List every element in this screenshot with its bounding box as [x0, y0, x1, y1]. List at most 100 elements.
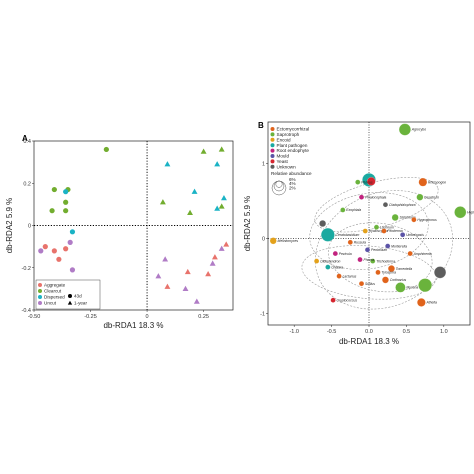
panel-b-taxon-label: Exophiala [346, 208, 361, 212]
panel-b-taxon-label: Tomentella [396, 267, 413, 271]
panel-a-legend-box [35, 279, 101, 310]
panel-a-point-triangle [211, 254, 218, 260]
panel-b-point [370, 258, 376, 264]
panel-a-point-circle [42, 244, 48, 250]
panel-b-taxon-label: Mycena [406, 286, 418, 290]
panel-b-point [382, 202, 389, 208]
panel-b-point [395, 282, 406, 293]
panel-b-xtick-label: 1.0 [440, 329, 448, 335]
panel-b-legend-swatch [270, 148, 275, 153]
panel-b-ytick-label: 0 [262, 237, 265, 243]
panel-a-point-triangle [193, 298, 200, 304]
panel-b-taxon-label: Geastrum [424, 195, 439, 199]
panel-b-point [373, 224, 380, 230]
panel-a-ylabel: db-RDA2 5.9 % [5, 198, 14, 254]
panel-a-point-triangle [159, 199, 166, 205]
panel-b-taxon-label: Pluteus [361, 180, 373, 184]
panel-b-taxon-label: Lachnum [380, 225, 394, 229]
panel-b-taxon-label: Penicillium [371, 248, 387, 252]
panel-a-point-circle [56, 256, 62, 262]
panel-b-ytick-label: 1 [262, 161, 265, 167]
panel-b-taxon-label: Umbelopsis [406, 233, 424, 237]
panel-b-size-title: Relative abundance [271, 171, 312, 176]
panel-a-point-triangle [200, 148, 207, 154]
panel-a-point-circle [67, 239, 73, 245]
panel-b-legend-label: Yeast [277, 159, 289, 164]
panel-a: A -0.50 -0.25 0 0.25 -0.4 -0.2 0 0.2 0.4 db-RDA1 1… [5, 134, 234, 330]
panel-b-legend-swatch [270, 143, 275, 148]
panel-b-taxon-label: Meliniomyces [278, 239, 299, 243]
panel-b-taxon-label: Hygrophorus [417, 218, 437, 222]
panel-b-taxon-label: Phialocephala [365, 195, 386, 199]
panel-a-point-triangle [205, 270, 212, 277]
panel-b-taxon-label: Russula [354, 240, 366, 244]
panel-b-size-circle [275, 180, 283, 188]
panel-b-legend-label: Ectomycorrhizal [277, 127, 310, 132]
panel-b-point [325, 264, 331, 270]
panel-a-point-circle [63, 246, 69, 252]
panel-b-xtick-label: -1.0 [289, 329, 298, 335]
panel-b-taxon-label: Oidiodendron [320, 259, 340, 263]
panel-a-point-triangle [184, 268, 191, 275]
panel-b-size-label: 2% [289, 185, 296, 190]
panel-b: B -1.0 -0.5 0.0 0.5 1.0 -1 0 1 db-RDA1 18.3 % db-R… [243, 121, 474, 346]
panel-a-point-triangle [223, 241, 230, 247]
panel-a-point-triangle [214, 205, 221, 211]
panel-a-ytick-label: -0.4 [22, 308, 31, 314]
panel-b-xlabel: db-RDA1 18.3 % [339, 337, 399, 346]
panel-a-legend-time: 1-year [74, 301, 87, 306]
panel-a-point-triangle [164, 161, 171, 167]
panel-b-point [416, 193, 424, 201]
panel-b-point [269, 237, 277, 245]
panel-b-size-circle [271, 180, 287, 196]
panel-a-legend-label: Aggregate [44, 283, 66, 288]
panel-b-ellipse [314, 190, 453, 310]
panel-b-point [366, 177, 376, 186]
panel-a-point-triangle [218, 245, 225, 251]
panel-b-point [336, 273, 342, 279]
panel-b-legend-swatch [270, 159, 275, 164]
panel-b-legend-swatch [270, 127, 275, 131]
panel-b-taxon-label: Cortinarius [390, 278, 407, 282]
panel-a-xlabel: db-RDA1 18.3 % [103, 321, 163, 330]
panel-b-legend-swatch [270, 132, 275, 137]
panel-b-taxon-label: Lactarius [343, 274, 357, 278]
panel-b-ellipse [309, 192, 429, 270]
panel-b-taxon-label: Chalara [331, 265, 343, 269]
panel-a-ytick-label: 0 [28, 224, 31, 230]
panel-b-taxon-label: Ceratobasidium [336, 233, 360, 237]
panel-a-point-triangle [191, 188, 198, 194]
panel-a-point-circle [49, 208, 55, 214]
panel-a-legend-label: Uncut [44, 301, 57, 306]
panel-a-legend-triangle [67, 300, 73, 305]
panel-a-point-circle [51, 248, 57, 254]
panel-b-point [417, 298, 426, 307]
panel-b-taxon-label: Sistotrema [399, 216, 415, 220]
panel-b-point [357, 257, 363, 263]
panel-a-point-circle [69, 229, 76, 235]
panel-a-point-triangle [164, 283, 171, 289]
panel-a-point-triangle [214, 161, 221, 167]
panel-b-taxon-label: Agrocybe [411, 128, 426, 132]
panel-a-point-circle [103, 146, 109, 153]
panel-b-legend-swatch [270, 164, 275, 169]
panel-a-point-triangle [218, 203, 225, 209]
panel-b-point [411, 217, 417, 223]
panel-b-letter: B [258, 121, 264, 130]
panel-b-taxon-label: Trichoderma [376, 259, 395, 263]
panel-b-point [418, 177, 428, 187]
panel-b-point [382, 276, 389, 284]
panel-a-ytick-label: 0.2 [23, 181, 31, 187]
panel-b-point [347, 239, 353, 245]
panel-b-point [355, 179, 361, 185]
panel-b-legend-label: Root endophyte [277, 148, 310, 153]
panel-a-point-triangle [162, 256, 169, 262]
panel-a-point-circle [38, 248, 44, 254]
panel-b-taxon-label: Suillus [365, 282, 375, 286]
panel-a-ytick-label: 0.4 [23, 139, 31, 145]
panel-b-point [364, 247, 371, 253]
panel-a-xtick-label: 0.25 [198, 314, 209, 320]
